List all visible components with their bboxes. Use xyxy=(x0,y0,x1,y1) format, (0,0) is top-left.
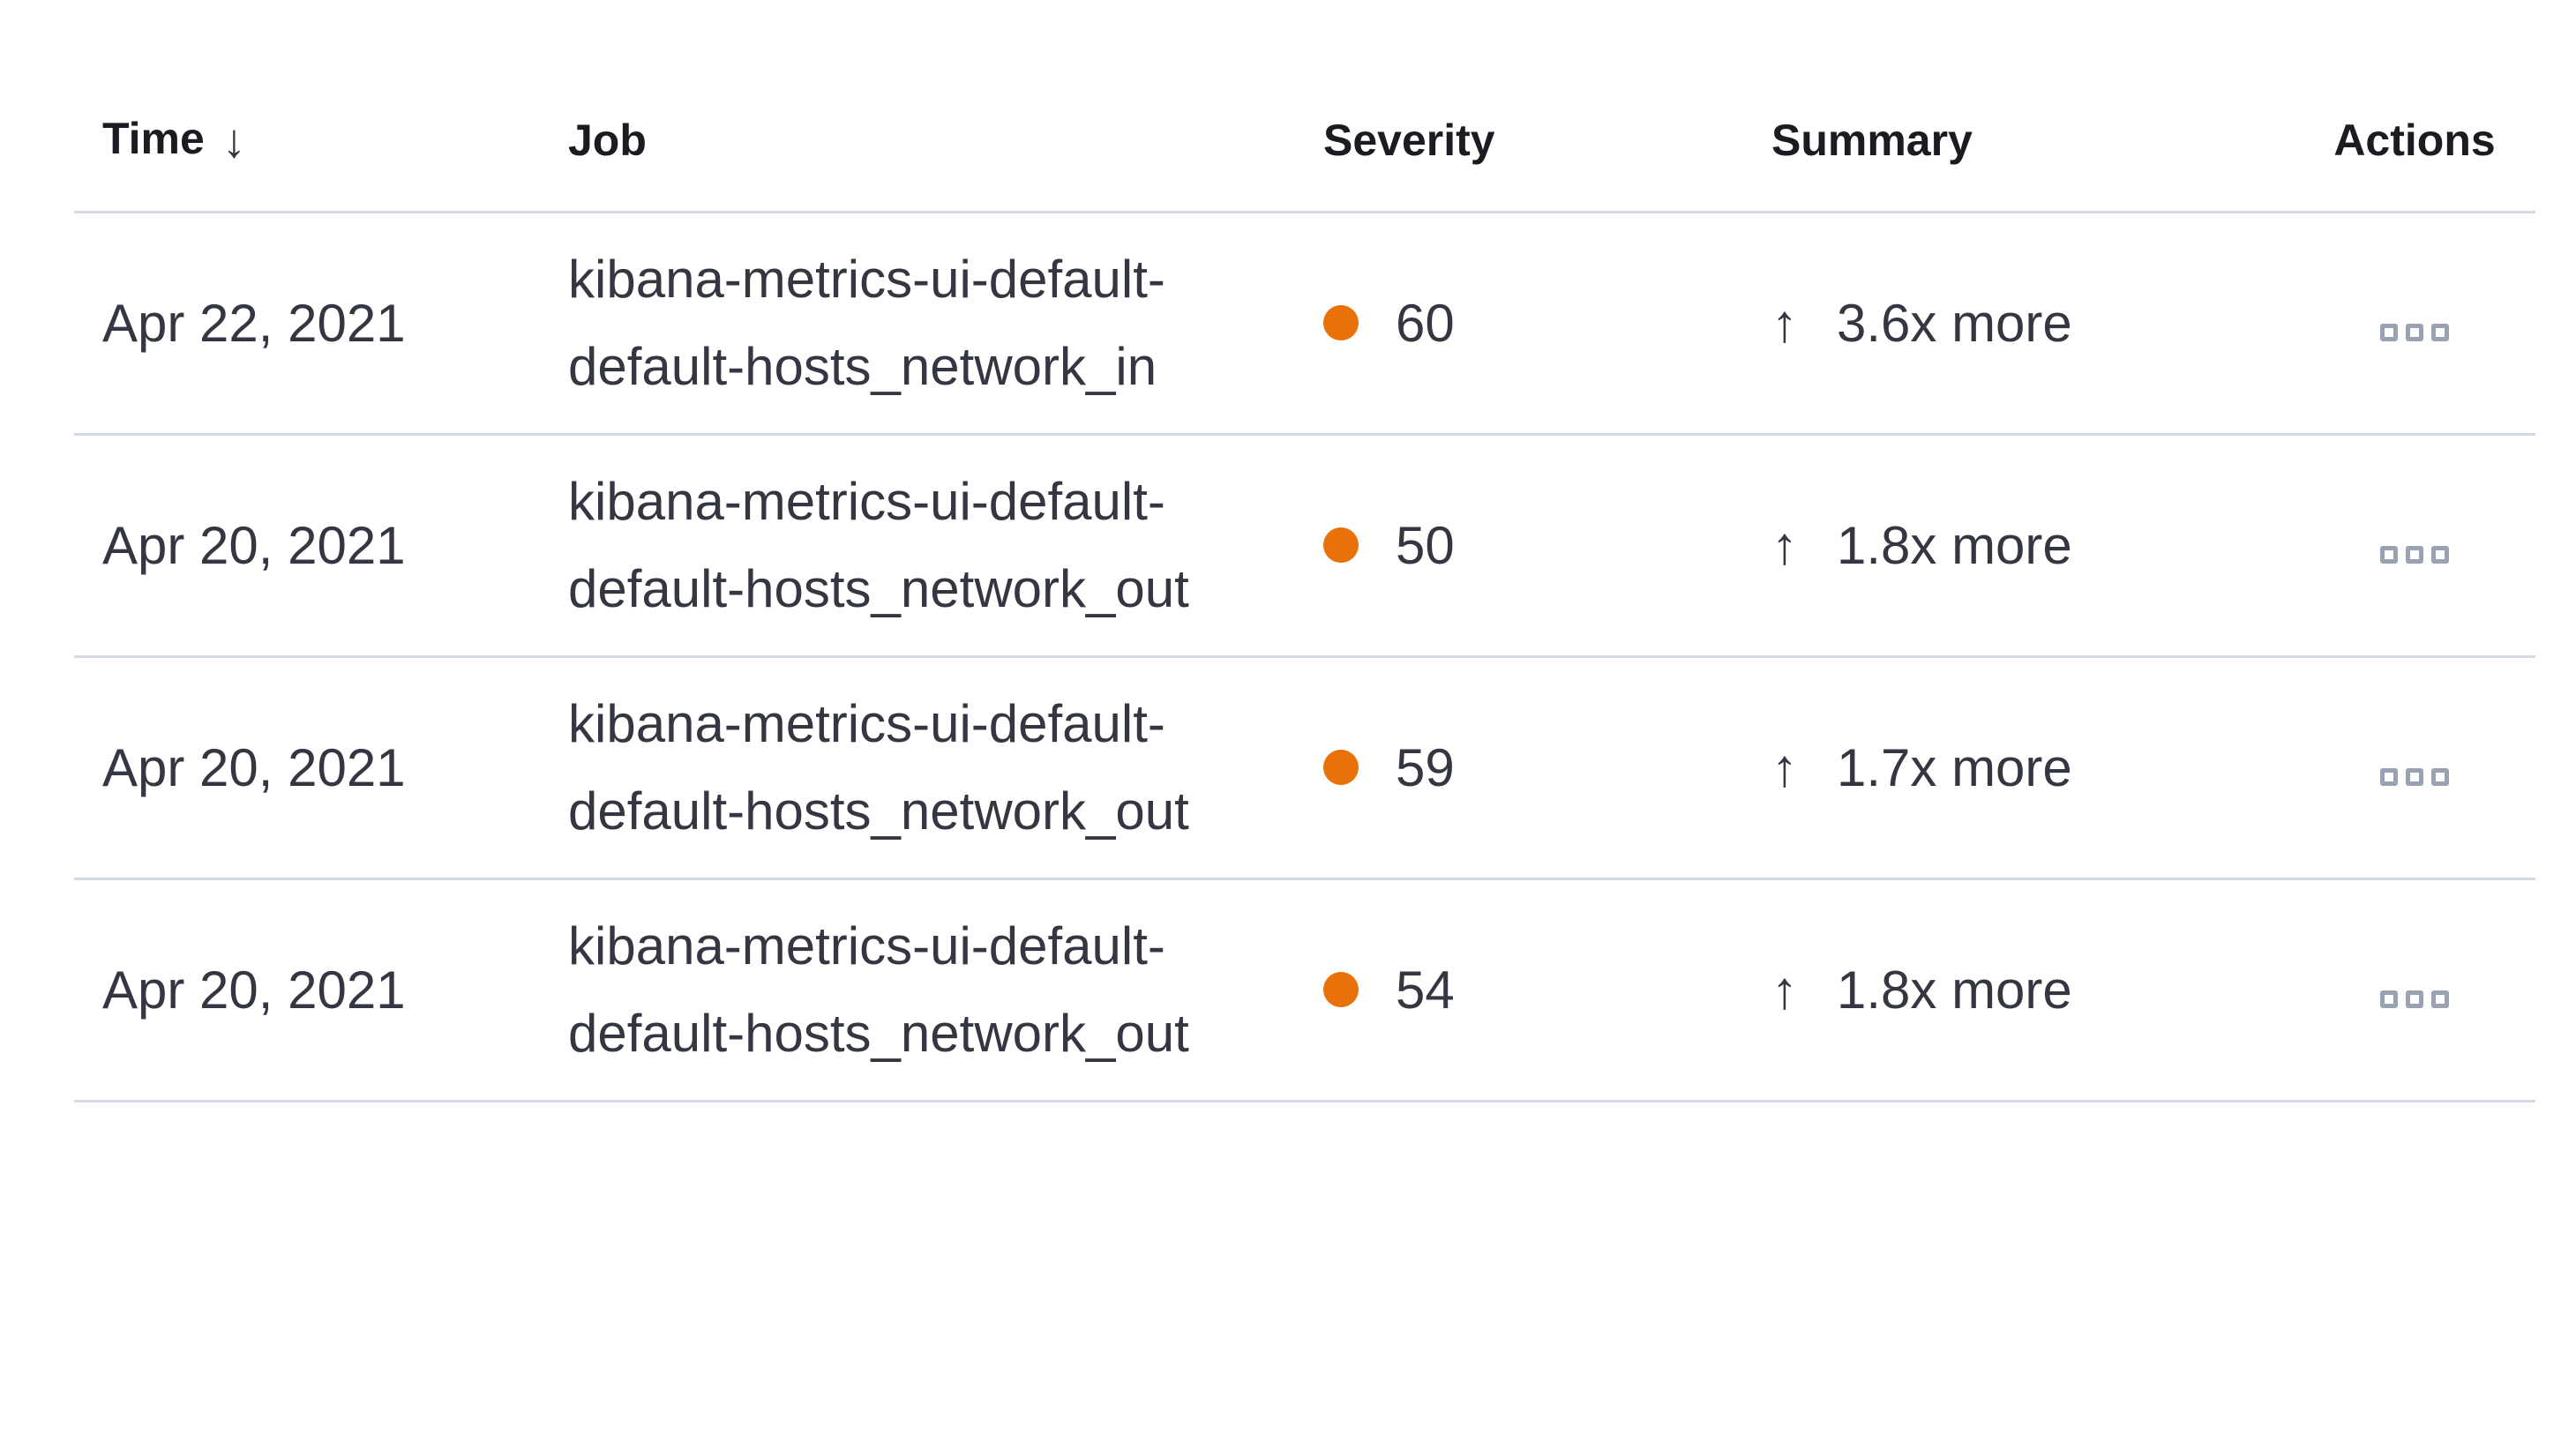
table-row: Apr 20, 2021 kibana-metrics-ui-default-d… xyxy=(74,878,2535,1102)
sort-descending-icon: ↓ xyxy=(221,114,246,168)
severity-dot-icon xyxy=(1323,305,1359,340)
severity-cell: 59 xyxy=(1295,656,1743,880)
actions-cell xyxy=(2294,878,2535,1102)
severity-dot-icon xyxy=(1323,527,1359,563)
column-header-job-label: Job xyxy=(568,116,647,166)
boxes-horizontal-icon xyxy=(2380,767,2398,786)
boxes-horizontal-icon xyxy=(2380,323,2398,341)
boxes-horizontal-icon xyxy=(2431,545,2449,564)
job-id: kibana-metrics-ui-default-default-hosts_… xyxy=(568,916,1189,1063)
boxes-horizontal-icon xyxy=(2431,767,2449,786)
severity-cell: 54 xyxy=(1295,878,1743,1102)
arrow-up-icon: ↑ xyxy=(1771,293,1798,353)
summary-cell: ↑ 1.7x more xyxy=(1743,656,2294,880)
boxes-horizontal-icon xyxy=(2406,323,2423,341)
arrow-up-icon: ↑ xyxy=(1771,515,1798,575)
row-actions-button[interactable] xyxy=(2371,982,2458,1017)
row-actions-button[interactable] xyxy=(2371,759,2458,795)
job-cell: kibana-metrics-ui-default-default-hosts_… xyxy=(540,878,1295,1102)
column-header-severity-label: Severity xyxy=(1323,116,1495,166)
column-header-summary-label: Summary xyxy=(1771,116,1973,166)
severity-value: 50 xyxy=(1396,515,1455,575)
arrow-up-icon: ↑ xyxy=(1771,737,1798,797)
boxes-horizontal-icon xyxy=(2406,990,2423,1008)
boxes-horizontal-icon xyxy=(2431,323,2449,341)
boxes-horizontal-icon xyxy=(2431,990,2449,1008)
actions-cell xyxy=(2294,434,2535,658)
row-actions-button[interactable] xyxy=(2371,315,2458,350)
summary-value: 1.7x more xyxy=(1837,737,2072,797)
column-header-summary[interactable]: Summary xyxy=(1743,71,2294,213)
job-id: kibana-metrics-ui-default-default-hosts_… xyxy=(568,472,1189,618)
boxes-horizontal-icon xyxy=(2406,545,2423,564)
column-header-actions-label: Actions xyxy=(2333,116,2496,166)
anomalies-table: Time ↓ Job Severity Summary Actions Apr 2… xyxy=(74,71,2535,1102)
arrow-up-icon: ↑ xyxy=(1771,960,1798,1020)
summary-value: 1.8x more xyxy=(1837,960,2072,1020)
boxes-horizontal-icon xyxy=(2406,767,2423,786)
severity-value: 59 xyxy=(1396,737,1455,797)
job-cell: kibana-metrics-ui-default-default-hosts_… xyxy=(540,212,1295,436)
summary-cell: ↑ 3.6x more xyxy=(1743,212,2294,436)
summary-cell: ↑ 1.8x more xyxy=(1743,878,2294,1102)
actions-cell xyxy=(2294,656,2535,880)
boxes-horizontal-icon xyxy=(2380,545,2398,564)
table-row: Apr 22, 2021 kibana-metrics-ui-default-d… xyxy=(74,212,2535,436)
column-header-job[interactable]: Job xyxy=(540,71,1295,213)
column-header-time[interactable]: Time ↓ xyxy=(74,71,540,213)
summary-value: 3.6x more xyxy=(1837,293,2072,353)
severity-value: 54 xyxy=(1396,960,1455,1020)
time-cell: Apr 20, 2021 xyxy=(74,878,540,1102)
actions-cell xyxy=(2294,212,2535,436)
table-row: Apr 20, 2021 kibana-metrics-ui-default-d… xyxy=(74,434,2535,658)
job-cell: kibana-metrics-ui-default-default-hosts_… xyxy=(540,656,1295,880)
time-cell: Apr 20, 2021 xyxy=(74,434,540,658)
table-row: Apr 20, 2021 kibana-metrics-ui-default-d… xyxy=(74,656,2535,880)
boxes-horizontal-icon xyxy=(2380,990,2398,1008)
summary-value: 1.8x more xyxy=(1837,515,2072,575)
job-cell: kibana-metrics-ui-default-default-hosts_… xyxy=(540,434,1295,658)
column-header-severity[interactable]: Severity xyxy=(1295,71,1743,213)
summary-cell: ↑ 1.8x more xyxy=(1743,434,2294,658)
severity-dot-icon xyxy=(1323,972,1359,1007)
severity-value: 60 xyxy=(1396,293,1455,353)
row-actions-button[interactable] xyxy=(2371,537,2458,572)
table-header-row: Time ↓ Job Severity Summary Actions xyxy=(74,71,2535,213)
column-header-actions: Actions xyxy=(2294,71,2535,213)
time-cell: Apr 20, 2021 xyxy=(74,656,540,880)
time-cell: Apr 22, 2021 xyxy=(74,212,540,436)
column-header-time-label: Time xyxy=(102,113,205,163)
job-id: kibana-metrics-ui-default-default-hosts_… xyxy=(568,250,1165,396)
job-id: kibana-metrics-ui-default-default-hosts_… xyxy=(568,694,1189,841)
severity-cell: 50 xyxy=(1295,434,1743,658)
severity-dot-icon xyxy=(1323,750,1359,785)
severity-cell: 60 xyxy=(1295,212,1743,436)
